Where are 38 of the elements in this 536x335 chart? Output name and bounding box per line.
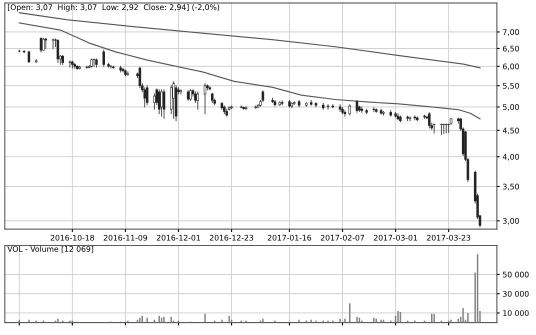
candlestick (414, 116, 416, 120)
candlestick (40, 37, 42, 52)
candlestick (143, 87, 146, 108)
candlestick (44, 38, 48, 49)
candlestick (61, 55, 64, 65)
candlestick (162, 89, 166, 119)
line-series (18, 22, 481, 120)
candlestick (68, 60, 72, 68)
candlestick (344, 110, 346, 116)
candlestick (138, 66, 142, 88)
candlestick (186, 90, 190, 101)
candlestick (158, 89, 160, 114)
line-series (18, 12, 481, 68)
candlestick (22, 50, 26, 54)
candlestick (423, 114, 426, 119)
candlestick (42, 38, 45, 51)
candlestick (211, 92, 214, 103)
candlestick (172, 81, 175, 119)
candlestick (28, 50, 30, 64)
candlestick (189, 89, 192, 101)
candlestick (356, 100, 358, 113)
candlestick (408, 116, 412, 122)
candlestick (196, 91, 200, 110)
candlestick (440, 124, 443, 135)
candlestick (382, 111, 385, 116)
candlestick (348, 104, 351, 116)
candlestick (146, 85, 148, 106)
candlestick (102, 50, 105, 67)
candlestick (428, 112, 431, 128)
candlestick (52, 38, 54, 49)
candlestick (126, 72, 130, 76)
candlestick (372, 107, 376, 112)
candlestick (56, 39, 60, 64)
candlestick (262, 90, 264, 102)
candlestick (204, 83, 206, 114)
candlestick (432, 124, 436, 134)
candlestick (92, 58, 96, 67)
candlestick (442, 124, 446, 134)
